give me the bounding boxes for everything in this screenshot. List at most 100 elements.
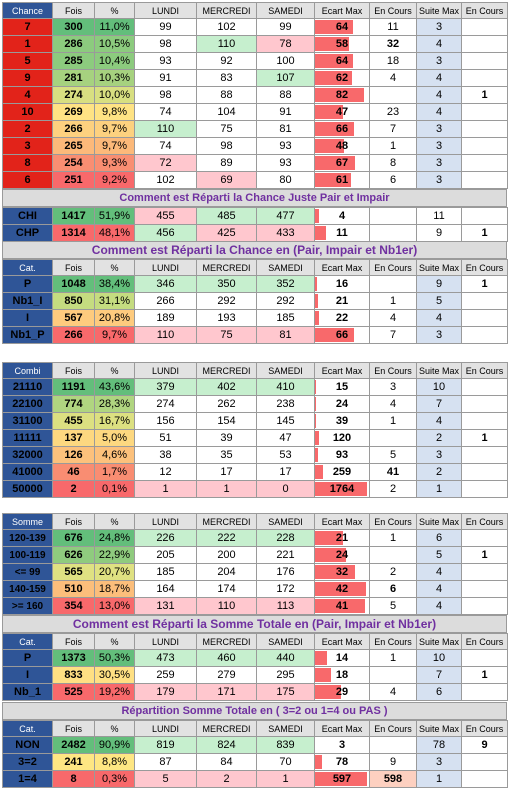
suite-cell: 4 [416, 86, 462, 104]
col-header: MERCREDI [196, 720, 257, 737]
table-row: P 1048 38,4% 346 350 352 16 9 1 [2, 275, 508, 293]
encours2-cell [461, 446, 508, 464]
samedi-cell: 0 [256, 480, 315, 498]
ecart-cell: 1764 [314, 480, 370, 498]
encours-cell: 32 [369, 35, 417, 53]
samedi-cell: 1 [256, 770, 315, 788]
col-header: Combi [2, 362, 53, 379]
header-row: Combi Fois % LUNDI MERCREDI SAMEDI Ecart… [2, 362, 508, 379]
ecart-cell: 11 [314, 224, 370, 242]
ecart-value: 15 [335, 381, 349, 393]
encours-cell: 9 [369, 753, 417, 771]
ecart-cell: 64 [314, 52, 370, 70]
encours2-cell [461, 69, 508, 87]
samedi-cell: 477 [256, 207, 315, 225]
ecart-bar [315, 565, 355, 579]
ecart-bar [315, 651, 327, 665]
col-header: Ecart Max [314, 362, 370, 379]
fois-cell: 1191 [52, 378, 95, 396]
col-header: Suite Max [416, 259, 462, 276]
encours2-cell [461, 597, 508, 615]
mercredi-cell: 350 [196, 275, 257, 293]
table-row: >= 160 354 13,0% 131 110 113 41 5 4 [2, 597, 508, 615]
pct-cell: 9,7% [94, 326, 135, 344]
samedi-cell: 176 [256, 563, 315, 581]
samedi-cell: 47 [256, 429, 315, 447]
encours-cell: 2 [369, 480, 417, 498]
mercredi-cell: 75 [196, 326, 257, 344]
col-header: MERCREDI [196, 362, 257, 379]
ecart-cell: 14 [314, 649, 370, 667]
pct-cell: 50,3% [94, 649, 135, 667]
mercredi-cell: 171 [196, 683, 257, 701]
encours-cell: 41 [369, 463, 417, 481]
suite-cell: 3 [416, 446, 462, 464]
encours-cell: 8 [369, 154, 417, 172]
mercredi-cell: 1 [196, 480, 257, 498]
ecart-value: 11 [336, 227, 348, 239]
col-header: En Cours [369, 259, 417, 276]
repartition-table: Cat. Fois % LUNDI MERCREDI SAMEDI Ecart … [2, 720, 508, 788]
mercredi-cell: 110 [196, 597, 257, 615]
ecart-value: 42 [335, 583, 349, 595]
ecart-bar [315, 88, 364, 102]
lundi-cell: 102 [134, 171, 197, 189]
pct-cell: 13,0% [94, 597, 135, 615]
ecart-value: 1764 [329, 483, 355, 495]
encours2-cell [461, 35, 508, 53]
row-label: P [2, 649, 53, 667]
encours2-cell [461, 395, 508, 413]
ecart-bar [315, 685, 341, 699]
row-label: 3=2 [2, 753, 53, 771]
ecart-bar [315, 105, 343, 119]
ecart-cell: 62 [314, 69, 370, 87]
lundi-cell: 38 [134, 446, 197, 464]
ecart-cell: 259 [314, 463, 370, 481]
encours2-cell [461, 463, 508, 481]
mercredi-cell: 2 [196, 770, 257, 788]
col-header: Fois [52, 259, 95, 276]
ecart-value: 24 [335, 398, 349, 410]
row-label: 10 [2, 103, 53, 121]
row-label: CHP [2, 224, 53, 242]
table-row: 50000 2 0,1% 1 1 0 1764 2 1 [2, 480, 508, 498]
ecart-value: 66 [335, 329, 349, 341]
ecart-cell: 21 [314, 292, 370, 310]
col-header: Ecart Max [314, 633, 370, 650]
chi-chp-table: CHI 1417 51,9% 455 485 477 4 11 CHP 1314… [2, 207, 508, 242]
encours-cell: 5 [369, 446, 417, 464]
samedi-cell: 100 [256, 52, 315, 70]
ecart-cell: 67 [314, 154, 370, 172]
col-header: SAMEDI [256, 513, 315, 530]
mercredi-cell: 110 [196, 35, 257, 53]
suite-cell: 2 [416, 429, 462, 447]
col-header: Cat. [2, 259, 53, 276]
table-row: 9 281 10,3% 91 83 107 62 4 4 [2, 69, 508, 87]
ecart-value: 47 [335, 106, 349, 118]
col-header: % [94, 720, 135, 737]
encours-cell: 6 [369, 580, 417, 598]
mercredi-cell: 204 [196, 563, 257, 581]
encours-cell [369, 666, 417, 684]
samedi-cell: 175 [256, 683, 315, 701]
mercredi-cell: 69 [196, 171, 257, 189]
suite-cell: 3 [416, 171, 462, 189]
row-label: 41000 [2, 463, 53, 481]
row-label: 3 [2, 137, 53, 155]
table-row: 6 251 9,2% 102 69 80 61 6 3 [2, 171, 508, 189]
ecart-bar [315, 294, 318, 308]
encours2-cell [461, 378, 508, 396]
ecart-value: 67 [335, 157, 349, 169]
encours2-cell [461, 137, 508, 155]
header-row: Chance Fois % LUNDI MERCREDI SAMEDI Ecar… [2, 2, 508, 19]
fois-cell: 266 [52, 120, 95, 138]
ecart-cell: 120 [314, 429, 370, 447]
lundi-cell: 98 [134, 35, 197, 53]
col-header: En Cours [461, 259, 508, 276]
somme-cat-table: Cat. Fois % LUNDI MERCREDI SAMEDI Ecart … [2, 633, 508, 701]
col-header: MERCREDI [196, 259, 257, 276]
chance-table: Chance Fois % LUNDI MERCREDI SAMEDI Ecar… [2, 2, 508, 189]
fois-cell: 46 [52, 463, 95, 481]
ecart-cell: 21 [314, 529, 370, 547]
samedi-cell: 172 [256, 580, 315, 598]
